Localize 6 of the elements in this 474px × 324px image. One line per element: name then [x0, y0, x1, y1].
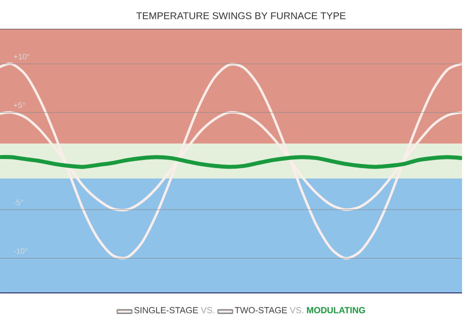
legend-label: TWO-STAGE: [234, 306, 287, 314]
text: MODULATING: [307, 306, 365, 314]
text: VS.: [200, 306, 214, 314]
legend-label: SINGLE-STAGE: [134, 306, 198, 314]
chart-title: TEMPERATURE SWINGS BY FURNACE TYPE: [136, 12, 346, 20]
text: VS.: [290, 306, 304, 314]
